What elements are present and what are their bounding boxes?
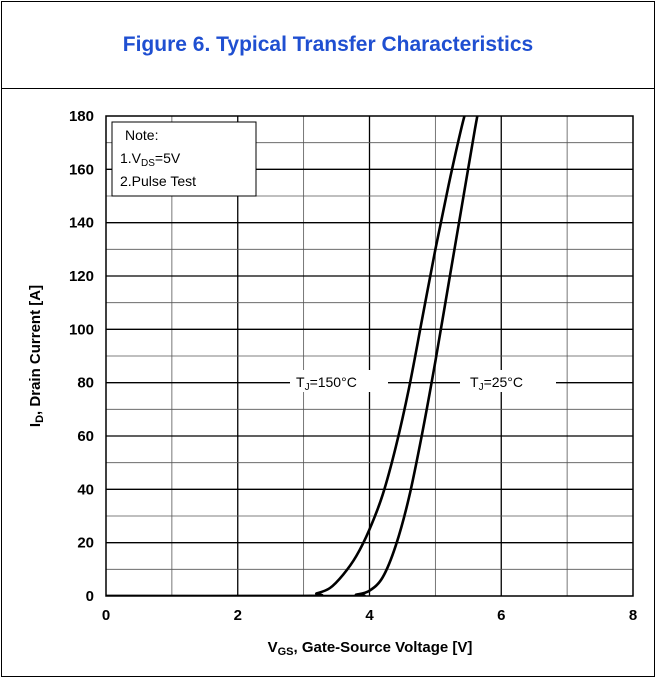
- y-tick-labels: 0 20 40 60 80 100 120 140 160 180: [69, 108, 94, 605]
- x-axis-label: VGS, Gate-Source Voltage [V]: [268, 639, 473, 658]
- x-tick-label: 2: [234, 607, 242, 624]
- y-tick-label: 60: [77, 428, 94, 445]
- note-line-1: Note:: [125, 127, 158, 143]
- y-tick-label: 80: [77, 375, 94, 392]
- note-line-3: 2.Pulse Test: [120, 173, 196, 189]
- x-tick-label: 6: [497, 607, 505, 624]
- x-tick-label: 8: [629, 607, 637, 624]
- note-box: Note: 1.VDS=5V 2.Pulse Test: [111, 121, 257, 197]
- y-tick-label: 0: [86, 588, 94, 605]
- label-150c: TJ=150°C: [290, 370, 388, 393]
- title-band: Figure 6. Typical Transfer Characteristi…: [2, 2, 654, 89]
- note-line-2: 1.VDS=5V: [120, 150, 181, 169]
- x-tick-labels: 0 2 4 6 8: [102, 607, 637, 624]
- y-axis-label: ID, Drain Current [A]: [27, 285, 46, 427]
- y-tick-label: 140: [69, 215, 94, 232]
- y-tick-label: 160: [69, 161, 94, 178]
- x-tick-label: 0: [102, 607, 110, 624]
- y-tick-label: 40: [77, 481, 94, 498]
- x-tick-label: 4: [365, 607, 374, 624]
- series-label-25c: TJ=25°C: [470, 374, 523, 393]
- y-tick-label: 20: [77, 535, 94, 552]
- y-tick-label: 120: [69, 268, 94, 285]
- chart-title: Figure 6. Typical Transfer Characteristi…: [122, 33, 534, 56]
- series-line-150c: [106, 116, 466, 596]
- label-25c: TJ=25°C: [460, 370, 556, 393]
- plot-border: [105, 115, 634, 597]
- series-label-150c: TJ=150°C: [296, 374, 357, 393]
- y-tick-label: 180: [69, 108, 94, 125]
- y-tick-label: 100: [69, 321, 94, 338]
